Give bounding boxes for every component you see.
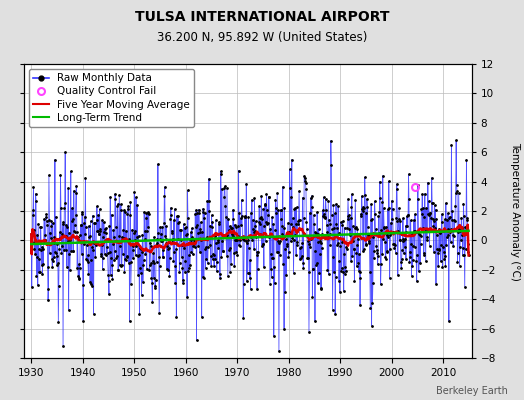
Legend: Raw Monthly Data, Quality Control Fail, Five Year Moving Average, Long-Term Tren: Raw Monthly Data, Quality Control Fail, … [29,69,194,127]
Y-axis label: Temperature Anomaly (°C): Temperature Anomaly (°C) [510,142,520,280]
Text: 36.200 N, 95.892 W (United States): 36.200 N, 95.892 W (United States) [157,31,367,44]
Text: TULSA INTERNATIONAL AIRPORT: TULSA INTERNATIONAL AIRPORT [135,10,389,24]
Text: Berkeley Earth: Berkeley Earth [436,386,508,396]
